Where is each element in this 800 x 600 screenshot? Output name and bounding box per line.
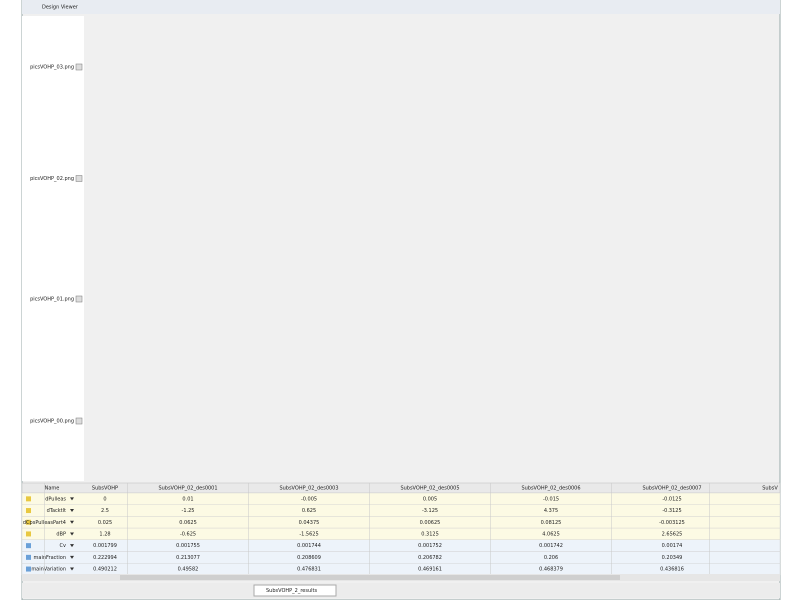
row-checkbox[interactable] [26,519,31,525]
cell-value: 0.208609 [297,555,321,561]
cell-value: 0.469161 [418,567,442,573]
row-checkbox[interactable] [26,554,31,560]
row-icon[interactable] [75,417,83,425]
cell-value: 0.005 [423,496,437,502]
sort-arrow[interactable] [70,555,74,559]
column-header: SubsVOHP [92,486,118,492]
column-header: SubsVOHP_02_des0005 [400,486,459,492]
row-icon[interactable] [75,295,83,303]
row-checkbox[interactable] [26,543,31,549]
cell-value: 0.025 [98,520,112,526]
cell-value: 0.04375 [299,520,320,526]
cell-value: -0.003125 [659,520,685,526]
title-bar [22,0,780,14]
cell-value: -0.3125 [662,508,681,514]
sort-arrow[interactable] [70,497,74,501]
column-header: SubsVOHP_02_des0007 [642,486,701,492]
cell-value: 2.5 [101,508,109,514]
row-checkbox[interactable] [26,531,31,537]
cell-value: 0.206782 [418,555,442,561]
row-checkbox[interactable] [26,496,31,502]
row-icon[interactable] [75,63,83,71]
row-label-column [22,16,84,481]
cell-value: -1.5625 [299,531,318,537]
cell-value: 0.436816 [660,567,684,573]
cell-value: 0.0625 [179,520,197,526]
cell-value: 0.625 [302,508,316,514]
row-label: picsVOHP_01.png [30,297,74,303]
row-label: picsVOHP_03.png [30,65,74,71]
row-label: picsVOHP_00.png [30,419,74,425]
parameter-name: dTacktlt [47,508,66,514]
row-checkbox[interactable] [26,566,31,572]
cell-value: 0.001742 [539,543,563,549]
cell-value: 0.468379 [539,567,563,573]
cell-value: 0 [103,496,106,502]
cell-value: -3.125 [422,508,438,514]
cell-value: 0.3125 [421,531,439,537]
cell-value: 0.222994 [93,555,117,561]
parameter-name: dBP [56,531,66,537]
toolbar [22,583,780,598]
cell-value: 0.01 [182,496,193,502]
cell-value: 0.00174 [662,543,683,549]
parameter-name: Cv [60,543,66,549]
cell-value: 0.49582 [178,567,199,573]
cell-value: 0.001752 [418,543,442,549]
cell-value: -0.0125 [662,496,681,502]
column-header: SubsVOHP_02_des0003 [279,486,338,492]
row-icon[interactable] [75,175,83,182]
column-header: SubsV [762,486,778,492]
parameter-name: mainFraction [34,555,66,561]
cell-value: 0.001744 [297,543,321,549]
results-tab-label: SubsVOHP_2_results [266,588,317,594]
cell-value: 0.476831 [297,567,321,573]
cell-value: 0.20349 [662,555,683,561]
cell-value: 0.001755 [176,543,200,549]
scroll-thumb[interactable] [120,575,620,580]
column-header: Name [45,486,60,492]
cell-value: 1.28 [99,531,110,537]
row-checkbox[interactable] [26,508,31,514]
cell-value: 0.213077 [176,555,200,561]
cell-value: -0.005 [301,496,317,502]
cell-value: 2.65625 [662,531,683,537]
cell-value: 4.375 [544,508,558,514]
sort-arrow[interactable] [70,509,74,513]
cell-value: 0.490212 [93,567,117,573]
column-header: SubsVOHP_02_des0001 [158,486,217,492]
sort-arrow[interactable] [70,532,74,536]
cell-value: -1.25 [182,508,195,514]
cell-value: 0.206 [544,555,558,561]
results-tab[interactable] [253,584,337,597]
cell-value: -0.015 [543,496,559,502]
sort-arrow[interactable] [70,567,74,571]
row-label: picsVOHP_02.png [30,176,74,182]
cell-value: 4.0625 [542,531,560,537]
cell-value: 0.08125 [541,520,562,526]
parameter-name: mainVariation [31,567,66,573]
window-title: Design Viewer [42,5,79,11]
sort-arrow[interactable] [70,520,74,524]
column-header: SubsVOHP_02_des0006 [521,486,580,492]
sort-arrow[interactable] [70,544,74,548]
parameter-name: dPulleas [45,496,66,502]
cell-value: 0.001799 [93,543,117,549]
cell-value: -0.625 [180,531,196,537]
cell-value: 0.00625 [420,520,441,526]
